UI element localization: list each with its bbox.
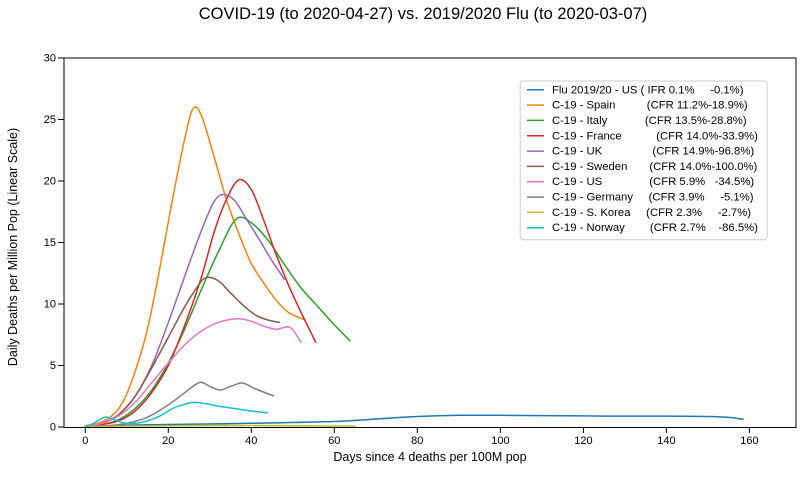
svg-text:Days since 4 deaths per 100M p: Days since 4 deaths per 100M pop	[333, 450, 526, 464]
svg-text:Daily Deaths per Million Pop (: Daily Deaths per Million Pop (Linear Sca…	[6, 128, 20, 366]
svg-text:15: 15	[44, 237, 56, 249]
svg-text:100: 100	[491, 435, 509, 447]
svg-text:C-19 - UK (CFR: C-19 - UK (CFR 14.9%-96.8%)	[552, 146, 754, 158]
svg-text:160: 160	[740, 435, 758, 447]
svg-text:0: 0	[82, 435, 88, 447]
svg-text:140: 140	[657, 435, 675, 447]
svg-text:120: 120	[574, 435, 592, 447]
svg-text:40: 40	[245, 435, 257, 447]
svg-text:Flu 2019/20 - US ( IFR 0.1%: Flu 2019/20 - US ( IFR 0.1% -0.1%)	[552, 84, 744, 96]
svg-text:5: 5	[50, 360, 56, 372]
svg-text:C-19 - France (CFR 1: C-19 - France (CFR 14.0%-33.9%)	[552, 130, 758, 142]
svg-text:0: 0	[50, 422, 56, 434]
svg-text:C-19 - S. Korea (CFR 2.3%: C-19 - S. Korea (CFR 2.3% -2.7%)	[552, 207, 751, 219]
svg-text:60: 60	[328, 435, 340, 447]
svg-text:C-19 - Spain (CFR 11.: C-19 - Spain (CFR 11.2%-18.9%)	[552, 100, 748, 112]
svg-text:10: 10	[44, 299, 56, 311]
svg-text:C-19 - US (CFR 5: C-19 - US (CFR 5.9% -34.5%)	[552, 176, 754, 188]
svg-text:C-19 - Germany (CFR 3.9%: C-19 - Germany (CFR 3.9% -5.1%)	[552, 192, 754, 204]
svg-text:30: 30	[44, 53, 56, 65]
svg-text:COVID-19 (to 2020-04-27) vs. 2: COVID-19 (to 2020-04-27) vs. 2019/2020 F…	[199, 5, 648, 23]
svg-text:C-19 - Sweden (CFR 14.0%: C-19 - Sweden (CFR 14.0%-100.0%)	[552, 161, 758, 173]
svg-text:20: 20	[44, 176, 56, 188]
svg-text:80: 80	[411, 435, 423, 447]
svg-text:25: 25	[44, 114, 56, 126]
svg-text:C-19 - Norway (CFR 2.7%: C-19 - Norway (CFR 2.7% -86.5%)	[552, 222, 758, 234]
svg-text:20: 20	[162, 435, 174, 447]
svg-text:C-19 - Italy (CFR 1: C-19 - Italy (CFR 13.5%-28.8%)	[552, 115, 747, 127]
